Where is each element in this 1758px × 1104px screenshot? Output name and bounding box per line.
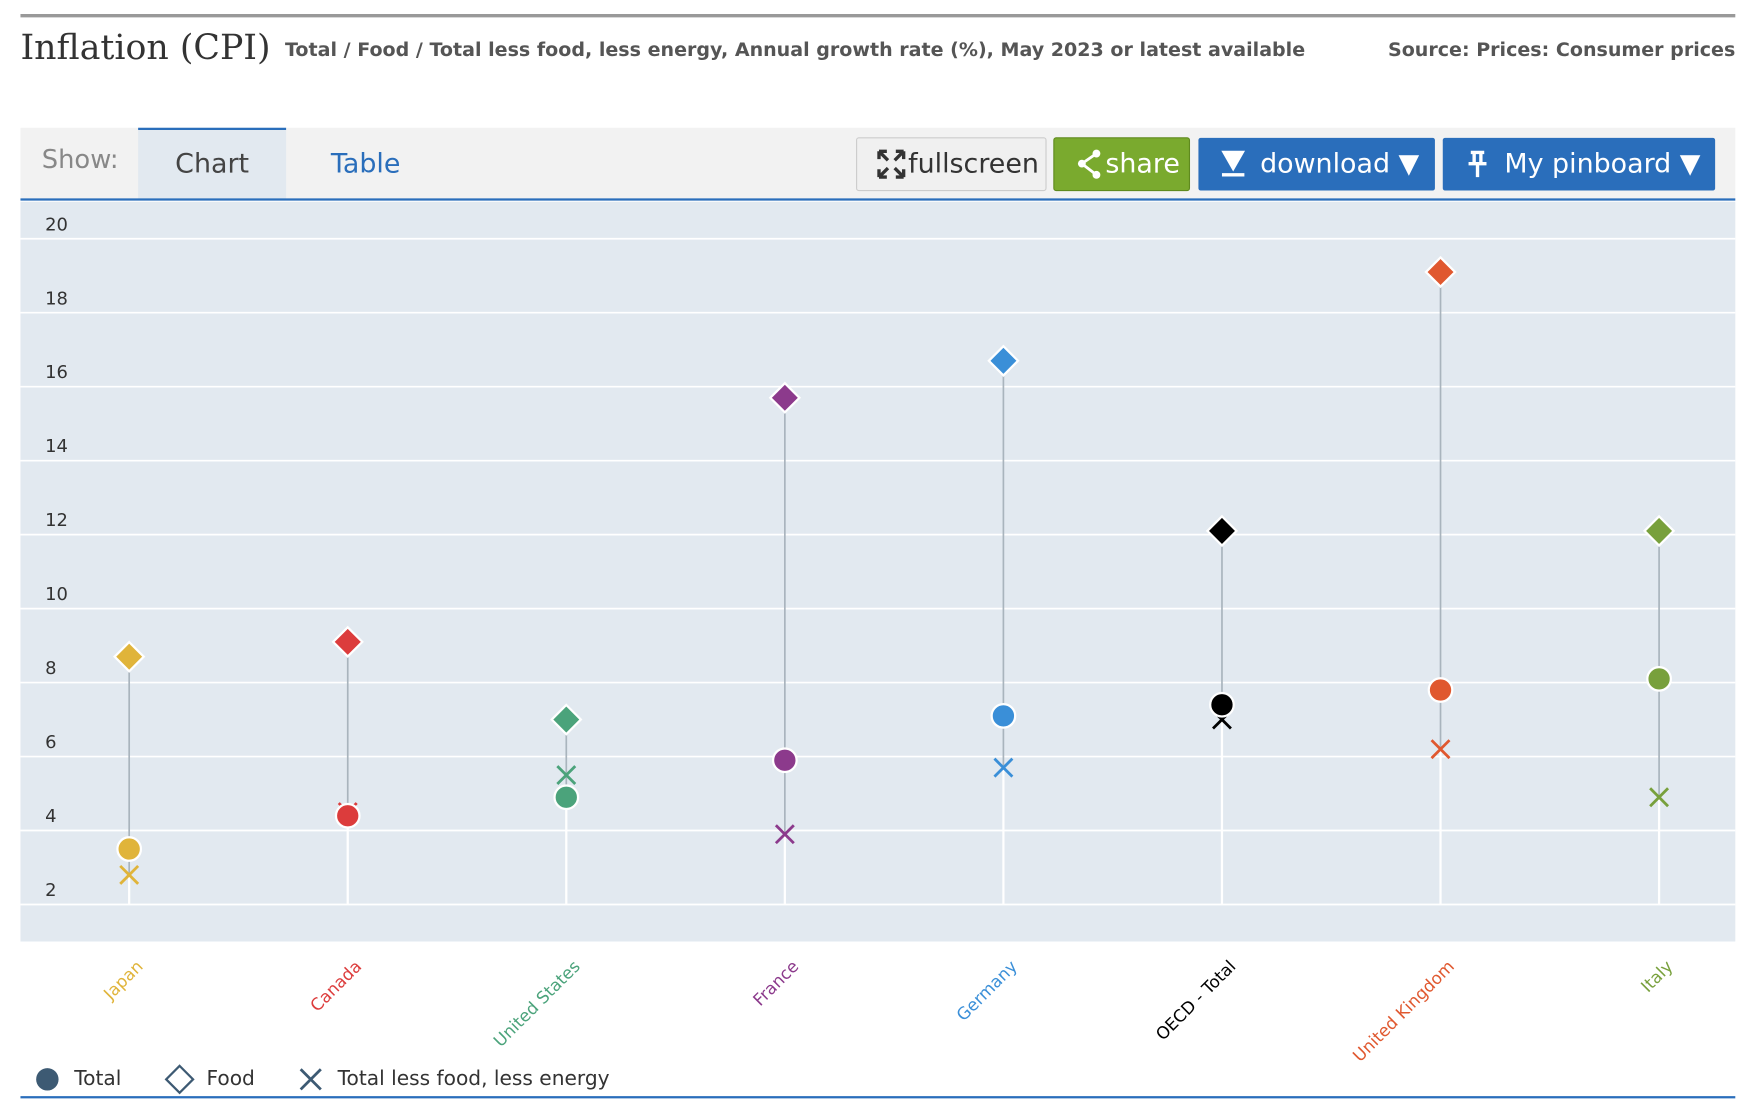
button-bg: [856, 137, 1047, 192]
dot-core: [993, 757, 1014, 778]
y-tick-label: 4: [45, 806, 56, 827]
pinboard-button[interactable]: My pinboard ▼: [1442, 137, 1716, 191]
download-icon: [1221, 150, 1246, 177]
subtitle: Total / Food / Total less food, less ene…: [285, 39, 1305, 61]
y-tick-label: 16: [45, 362, 68, 383]
tab[interactable]: Table: [330, 148, 401, 179]
y-tick-label: 12: [45, 510, 68, 531]
y-tick-label: 14: [45, 436, 68, 457]
button-label: fullscreen: [908, 148, 1039, 179]
dot-food: [1205, 514, 1239, 548]
dot-food: [1642, 514, 1676, 548]
x-tick-label: United States: [489, 956, 584, 1051]
tab[interactable]: Chart: [175, 148, 249, 179]
dot-core: [1649, 787, 1670, 808]
title: Inflation (CPI): [20, 28, 270, 68]
button-bg: [1053, 137, 1191, 192]
legend-label: Food: [207, 1066, 255, 1090]
x-tick-label: Germany: [952, 956, 1021, 1025]
dot-total: [553, 784, 580, 811]
fullscreen-button[interactable]: fullscreen: [856, 137, 1047, 192]
share-icon: [1092, 170, 1101, 179]
button-label: download ▼: [1260, 148, 1419, 179]
share-icon: [1077, 159, 1086, 168]
dot-core: [1430, 739, 1451, 760]
legend-marker: [299, 1068, 322, 1091]
dot-food: [987, 344, 1020, 377]
fullscreen-icon: [877, 149, 906, 179]
show-label: Show:: [42, 145, 119, 175]
x-tick-label: United Kingdom: [1349, 956, 1458, 1065]
button-label: My pinboard ▼: [1504, 148, 1700, 179]
source: Source: Prices: Consumer prices: [1388, 39, 1735, 61]
x-tick-label: Italy: [1637, 956, 1677, 996]
share-icon: [1092, 149, 1101, 158]
x-tick-label: OECD - Total: [1152, 956, 1240, 1044]
y-tick-label: 10: [45, 584, 68, 605]
plot-area: [20, 201, 1736, 942]
x-tick-label: Canada: [306, 956, 365, 1015]
dot-core: [556, 765, 577, 785]
dot-total: [990, 702, 1017, 729]
legend-label: Total less food, less energy: [337, 1066, 610, 1090]
legend-marker: [164, 1064, 195, 1095]
button-bg: [1442, 137, 1716, 191]
dot-food: [1424, 255, 1457, 289]
x-tick-label: Japan: [99, 956, 147, 1004]
dot-core: [774, 824, 795, 845]
y-tick-label: 2: [45, 880, 56, 901]
y-tick-label: 18: [45, 288, 68, 309]
dot-total: [334, 802, 361, 829]
dot-core: [119, 864, 140, 885]
button-label: share: [1105, 148, 1180, 179]
legend-label: Total: [73, 1066, 121, 1090]
dot-food: [768, 381, 802, 414]
tab-active-bg: [138, 127, 287, 200]
dot-total: [116, 836, 143, 862]
share-button[interactable]: share: [1053, 137, 1191, 192]
dot-total: [1646, 665, 1672, 692]
dot-food: [331, 625, 364, 659]
dot-total: [1209, 691, 1235, 718]
legend-marker: [36, 1068, 59, 1091]
dot-total: [1427, 677, 1454, 703]
dot-food: [113, 640, 146, 673]
button-bg: [1198, 137, 1435, 191]
dot-food: [550, 703, 583, 736]
x-tick-label: France: [749, 956, 803, 1010]
download-button[interactable]: download ▼: [1198, 137, 1435, 191]
y-tick-label: 6: [45, 732, 56, 753]
y-tick-label: 20: [45, 214, 68, 235]
y-tick-label: 8: [45, 658, 56, 679]
dot-total: [771, 747, 798, 774]
pin-icon: [1468, 150, 1487, 178]
